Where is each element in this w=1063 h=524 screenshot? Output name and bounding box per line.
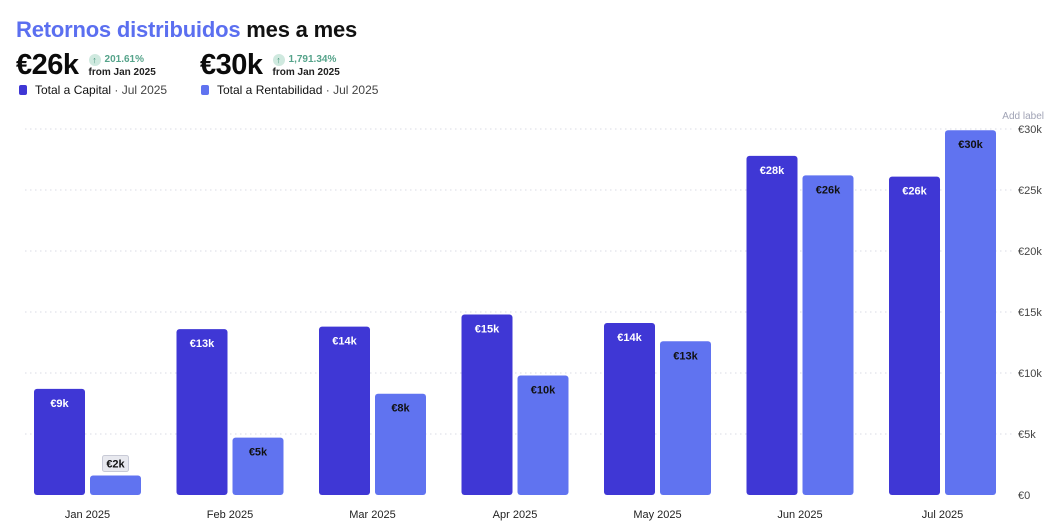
- arrow-up-icon: ↑: [88, 53, 101, 66]
- legend-item-capital[interactable]: Total a Capital · Jul 2025: [19, 83, 167, 97]
- bar-label-rentabilidad: €13k: [673, 350, 698, 362]
- arrow-up-icon: ↑: [272, 53, 285, 66]
- bar-capital: [604, 322, 655, 495]
- x-tick-label: May 2025: [633, 509, 681, 521]
- bar-rentabilidad: [802, 175, 854, 496]
- x-tick-label: Jul 2025: [922, 509, 964, 521]
- y-tick-label: €30k: [1018, 124, 1042, 136]
- bar-label-rentabilidad: €5k: [249, 447, 268, 459]
- chart-title-highlight: Retornos distribuidos: [16, 17, 241, 42]
- bar-rentabilidad: [375, 393, 426, 495]
- y-tick-label: €25k: [1018, 185, 1042, 197]
- legend-label-rentabilidad: Total a Rentabilidad: [217, 83, 323, 97]
- bar-label-capital: €14k: [617, 332, 642, 344]
- bar-rentabilidad: [517, 375, 569, 495]
- bar-capital: [889, 176, 940, 495]
- kpi-capital-value: €26k: [16, 49, 79, 81]
- bar-label-capital: €13k: [190, 338, 215, 350]
- bar-label-capital: €14k: [332, 336, 357, 348]
- bar-rentabilidad: [945, 130, 996, 495]
- y-tick-label: €15k: [1018, 307, 1042, 319]
- x-tick-label: Mar 2025: [349, 509, 395, 521]
- kpi-capital-from: from Jan 2025: [88, 67, 156, 78]
- bar-capital: [176, 329, 228, 495]
- add-label-link[interactable]: Add label: [1002, 111, 1044, 122]
- bar-label-rentabilidad: €30k: [958, 139, 983, 151]
- bar-label-rentabilidad: €26k: [816, 184, 841, 196]
- bar-rentabilidad: [90, 475, 141, 495]
- y-tick-label: €10k: [1018, 368, 1042, 380]
- bar-label-capital: €28k: [760, 165, 785, 177]
- x-tick-label: Jun 2025: [777, 509, 822, 521]
- kpi-rentabilidad-value: €30k: [200, 49, 263, 81]
- bar-label-capital: €15k: [475, 323, 500, 335]
- bar-label-capital: €9k: [50, 398, 69, 410]
- y-tick-label: €20k: [1018, 246, 1042, 258]
- bar-rentabilidad: [660, 341, 711, 495]
- y-tick-label: €0: [1018, 490, 1030, 502]
- y-tick-label: €5k: [1018, 429, 1036, 441]
- chart-title: Retornos distribuidos mes a mes: [16, 17, 357, 43]
- kpi-rentabilidad-change: 1,791.34%: [288, 54, 337, 65]
- bar-label-background: [102, 454, 129, 472]
- bar-label-rentabilidad: €2k: [106, 458, 125, 470]
- bar-label-rentabilidad: €10k: [531, 384, 556, 396]
- legend-swatch-rentabilidad: [201, 85, 209, 95]
- legend-swatch-capital: [19, 85, 27, 95]
- kpi-capital-change: 201.61%: [104, 54, 144, 65]
- bar-capital: [34, 388, 85, 495]
- legend-item-rentabilidad[interactable]: Total a Rentabilidad · Jul 2025: [201, 83, 378, 97]
- x-tick-label: Jan 2025: [65, 509, 110, 521]
- chart-title-rest: mes a mes: [246, 17, 358, 42]
- legend-date-capital: Jul 2025: [121, 83, 168, 97]
- bar-capital: [319, 326, 370, 495]
- kpi-rentabilidad-from: from Jan 2025: [272, 67, 340, 78]
- legend-date-rentabilidad: Jul 2025: [333, 83, 379, 97]
- bar-capital: [746, 155, 798, 495]
- kpi-rentabilidad: €30k ↑ 1,791.34% from Jan 2025: [200, 50, 340, 80]
- x-tick-label: Feb 2025: [207, 509, 253, 521]
- kpi-capital: €26k ↑ 201.61% from Jan 2025: [16, 50, 156, 80]
- bar-rentabilidad: [232, 437, 284, 495]
- legend-label-capital: Total a Capital: [35, 83, 112, 97]
- x-tick-label: Apr 2025: [493, 509, 538, 521]
- bar-capital: [461, 314, 513, 495]
- bar-label-capital: €26k: [902, 186, 927, 198]
- bar-label-rentabilidad: €8k: [391, 403, 410, 415]
